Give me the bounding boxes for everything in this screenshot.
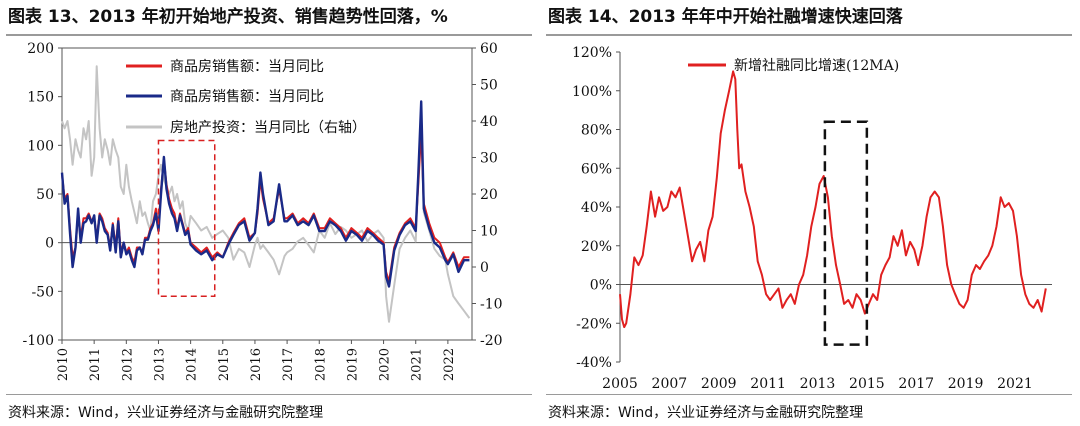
x-tick-label: 2015 — [217, 348, 232, 381]
x-tick-label: 2014 — [185, 348, 200, 381]
x-tick-label: 2007 — [652, 376, 688, 392]
legend-label: 新增社融同比增速(12MA) — [734, 58, 899, 74]
y-right-tick-label: -20 — [480, 333, 503, 349]
x-tick-label: 2022 — [442, 348, 457, 381]
chart-title: 图表 13、2013 年初开始地产投资、销售趋势性回落，% — [8, 7, 448, 27]
x-tick-label: 2011 — [88, 348, 103, 381]
x-tick-label: 2021 — [410, 348, 425, 381]
x-tick-label: 2018 — [313, 348, 328, 381]
x-tick-label: 2012 — [120, 348, 135, 381]
y-left-tick-label: 50 — [36, 187, 54, 203]
x-tick-label: 2017 — [281, 348, 296, 381]
x-tick-label: 2013 — [152, 348, 167, 381]
y-tick-label: 20% — [581, 239, 612, 255]
chart-source: 资料来源：Wind，兴业证券经济与金融研究院整理 — [8, 405, 324, 421]
chart-left-svg: 200150100500-50-1006050403020100-10-2020… — [23, 41, 503, 381]
y-tick-label: -20% — [576, 316, 612, 332]
y-left-tick-label: -100 — [23, 333, 54, 349]
y-left-tick-label: 200 — [27, 41, 54, 57]
x-tick-label: 2005 — [602, 376, 638, 392]
series-line — [619, 70, 1047, 329]
y-tick-label: 120% — [572, 45, 612, 61]
y-tick-label: 80% — [581, 123, 612, 139]
y-tick-label: 0% — [590, 278, 612, 294]
highlight-box — [157, 139, 216, 297]
y-right-tick-label: -10 — [480, 297, 503, 313]
source-divider — [6, 394, 532, 395]
chart-title: 图表 14、2013 年年中开始社融增速快速回落 — [548, 7, 903, 27]
y-right-tick-label: 40 — [480, 114, 498, 130]
x-tick-label: 2019 — [345, 348, 360, 381]
chart-source: 资料来源：Wind，兴业证券经济与金融研究院整理 — [548, 405, 864, 421]
y-right-tick-label: 10 — [480, 224, 498, 240]
x-tick-label: 2016 — [249, 348, 264, 381]
y-tick-label: -40% — [576, 355, 612, 371]
y-left-tick-label: 100 — [27, 138, 54, 154]
legend-label: 商品房销售额：当月同比 — [170, 89, 324, 105]
y-right-tick-label: 30 — [480, 151, 498, 167]
chart-right-svg: 120% 100% 80% 60% 40% 20% 0% -20% -40% 2005 2007 20… — [572, 45, 1052, 392]
y-tick-label: 60% — [581, 161, 612, 177]
y-left-tick-label: 0 — [45, 236, 54, 252]
chart-panel-left: 图表 13、2013 年初开始地产投资、销售趋势性回落，% 200 150 100 5… — [6, 7, 532, 421]
legend-label: 房地产投资：当月同比（右轴） — [170, 120, 366, 136]
chart-panel-right: 图表 14、2013 年年中开始社融增速快速回落 120% 100% 80% 60% 4… — [540, 0, 1080, 426]
y-left-tick-label: -50 — [31, 284, 54, 300]
x-tick-label: 2009 — [701, 376, 737, 392]
y-tick-label: 100% — [572, 84, 612, 100]
legend-label: 商品房销售额：当月同比 — [170, 59, 324, 75]
y-tick-label: 40% — [581, 200, 612, 216]
title-divider — [6, 34, 532, 36]
x-tick-label: 2011 — [750, 376, 786, 392]
source-divider — [546, 394, 1072, 395]
x-tick-label: 2017 — [898, 376, 934, 392]
x-tick-label: 2019 — [948, 376, 984, 392]
x-tick-label: 2010 — [56, 348, 71, 381]
x-tick-label: 2020 — [378, 348, 393, 381]
x-tick-label: 2015 — [849, 376, 885, 392]
y-right-tick-label: 20 — [480, 187, 498, 203]
y-left-tick-label: 150 — [27, 90, 54, 106]
highlight-box — [823, 120, 869, 346]
title-divider — [546, 34, 1072, 36]
y-right-tick-label: 60 — [480, 41, 498, 57]
y-right-tick-label: 50 — [480, 78, 498, 94]
y-right-tick-label: 0 — [480, 260, 489, 276]
x-tick-label: 2013 — [800, 376, 836, 392]
x-tick-label: 2021 — [997, 376, 1033, 392]
